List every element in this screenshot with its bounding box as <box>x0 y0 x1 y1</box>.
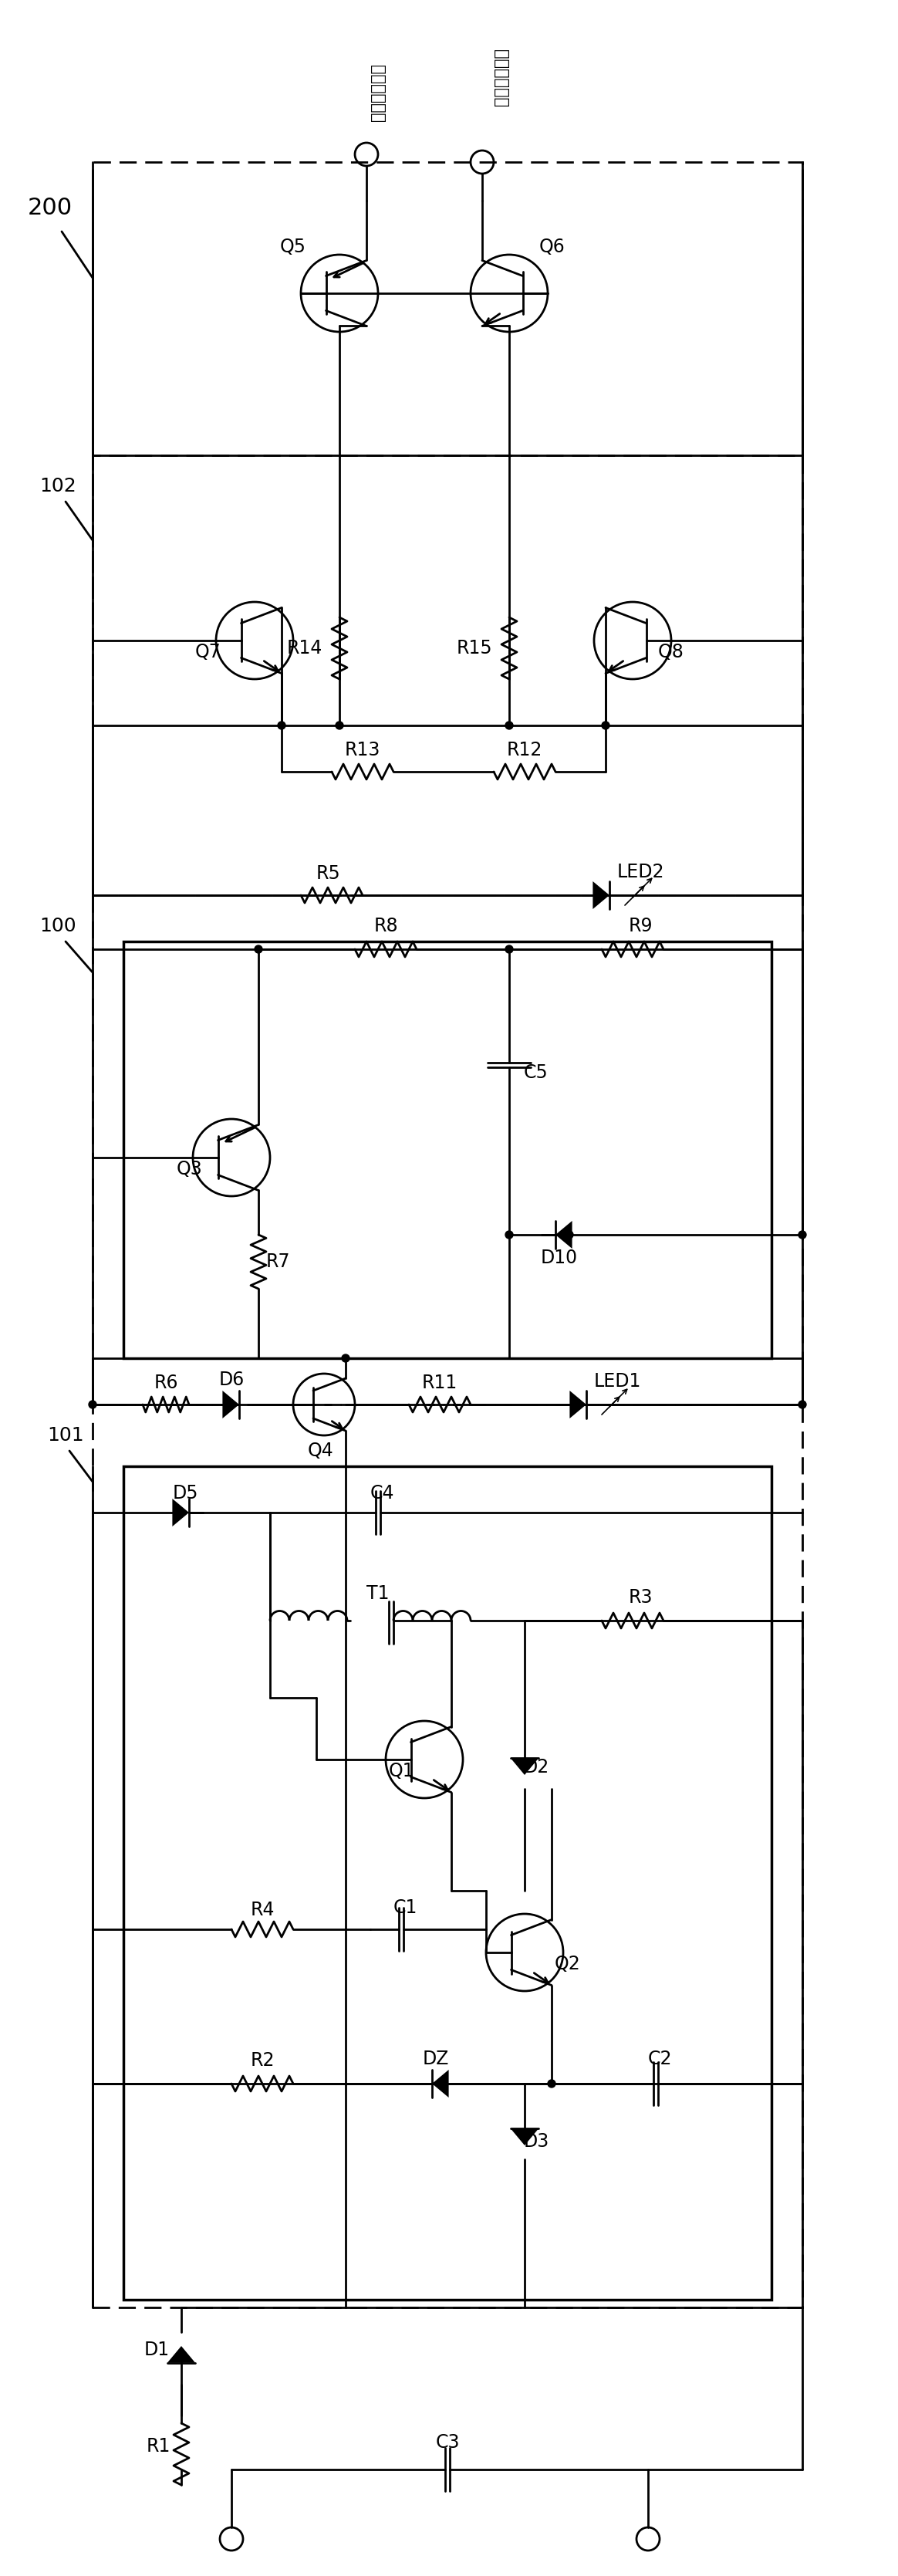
Text: DZ: DZ <box>423 2050 449 2069</box>
Text: D1: D1 <box>144 2342 170 2360</box>
Text: R14: R14 <box>286 639 322 657</box>
Text: C2: C2 <box>647 2050 672 2069</box>
Text: D5: D5 <box>172 1484 198 1502</box>
Bar <box>123 1466 771 2300</box>
Bar <box>92 1404 802 2308</box>
Text: C4: C4 <box>370 1484 394 1502</box>
Text: LED2: LED2 <box>617 863 664 881</box>
Text: R5: R5 <box>315 866 340 884</box>
Polygon shape <box>223 1391 239 1419</box>
Polygon shape <box>593 881 610 909</box>
Bar <box>123 940 771 1358</box>
Text: D2: D2 <box>524 1757 549 1777</box>
Text: C1: C1 <box>393 1899 418 1917</box>
Text: C3: C3 <box>436 2434 460 2452</box>
Text: 200: 200 <box>28 198 73 219</box>
Text: Q2: Q2 <box>554 1955 580 1973</box>
Polygon shape <box>556 1221 572 1249</box>
Text: Q1: Q1 <box>388 1762 414 1780</box>
Text: R9: R9 <box>629 917 653 935</box>
Circle shape <box>255 945 262 953</box>
Text: D3: D3 <box>524 2133 549 2151</box>
Text: Q6: Q6 <box>539 237 565 255</box>
Circle shape <box>798 1401 806 1409</box>
Text: R13: R13 <box>345 742 381 760</box>
Polygon shape <box>511 1759 539 1775</box>
Text: Q4: Q4 <box>307 1443 333 1461</box>
Text: 101: 101 <box>48 1427 84 1445</box>
Text: Q8: Q8 <box>658 644 684 662</box>
Text: 第一充电端子: 第一充电端子 <box>494 49 509 106</box>
Text: D10: D10 <box>541 1249 578 1267</box>
Text: D6: D6 <box>218 1370 244 1388</box>
Text: 100: 100 <box>40 917 76 935</box>
Circle shape <box>277 721 286 729</box>
Bar <box>92 896 802 1404</box>
Text: LED1: LED1 <box>594 1373 641 1391</box>
Circle shape <box>506 1231 513 1239</box>
Text: R15: R15 <box>456 639 492 657</box>
Circle shape <box>506 721 513 729</box>
Polygon shape <box>511 2128 539 2146</box>
Text: Q3: Q3 <box>176 1159 202 1177</box>
Circle shape <box>89 1401 96 1409</box>
Text: R7: R7 <box>266 1252 290 1270</box>
Circle shape <box>798 1231 806 1239</box>
Circle shape <box>506 945 513 953</box>
Circle shape <box>602 721 610 729</box>
Bar <box>92 456 802 896</box>
Text: R8: R8 <box>374 917 398 935</box>
Text: R3: R3 <box>629 1589 653 1607</box>
Text: R1: R1 <box>146 2437 171 2455</box>
Text: C5: C5 <box>524 1064 549 1082</box>
Text: R11: R11 <box>422 1373 458 1391</box>
Text: 102: 102 <box>40 477 76 495</box>
Circle shape <box>566 1231 573 1239</box>
Polygon shape <box>569 1391 586 1419</box>
Text: Q7: Q7 <box>195 644 221 662</box>
Text: R12: R12 <box>506 742 542 760</box>
Circle shape <box>342 1355 349 1363</box>
Text: Q5: Q5 <box>280 237 306 255</box>
Polygon shape <box>167 2347 195 2362</box>
Text: 第二充电端子: 第二充电端子 <box>370 64 386 121</box>
Polygon shape <box>432 2069 449 2097</box>
Circle shape <box>336 721 343 729</box>
Polygon shape <box>172 1499 189 1528</box>
Text: T1: T1 <box>366 1584 390 1602</box>
Text: R2: R2 <box>251 2050 275 2069</box>
Circle shape <box>548 2079 556 2087</box>
Text: R4: R4 <box>251 1901 275 1919</box>
Text: R6: R6 <box>154 1373 178 1391</box>
Bar <box>92 162 802 896</box>
